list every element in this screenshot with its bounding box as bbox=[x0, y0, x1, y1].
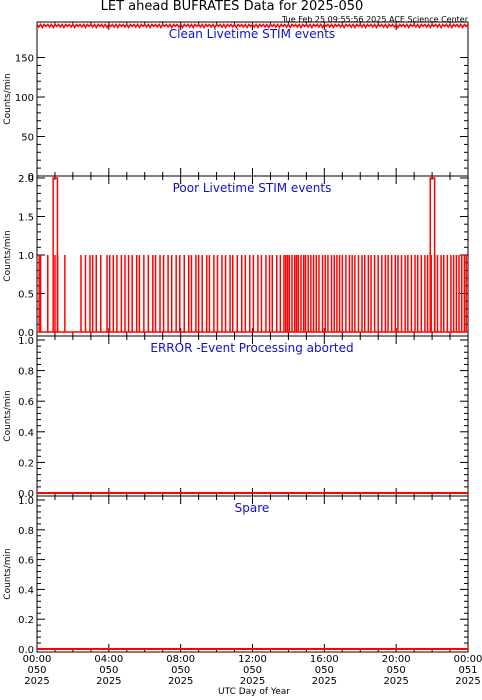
panel-title: Poor Livetime STIM events bbox=[173, 181, 332, 195]
y-tick-label: 0.4 bbox=[18, 428, 34, 439]
x-tick-label: 050 bbox=[315, 665, 334, 676]
y-tick-label: 50 bbox=[21, 133, 34, 144]
chart-title: LET ahead BUFRATES Data for 2025-050 bbox=[101, 0, 364, 14]
x-tick-label: 2025 bbox=[24, 676, 49, 687]
panel-frame bbox=[36, 495, 469, 653]
x-tick-label: 00:00 bbox=[23, 654, 52, 665]
y-axis-label: Counts/min bbox=[3, 390, 13, 441]
y-axis-label: Counts/min bbox=[3, 73, 13, 124]
y-tick-label: 0.5 bbox=[18, 290, 34, 301]
x-tick-label: 2025 bbox=[383, 676, 408, 687]
timestamp: Tue Feb 25 09:55:56 2025 ACE Science Cen… bbox=[281, 15, 469, 24]
y-tick-label: 0.0 bbox=[18, 645, 34, 656]
data-series bbox=[36, 23, 469, 29]
y-tick-label: 1.0 bbox=[18, 251, 34, 262]
x-tick-label: 2025 bbox=[96, 676, 121, 687]
x-tick-label: 050 bbox=[27, 665, 46, 676]
panel-title: Clean Livetime STIM events bbox=[169, 27, 335, 41]
y-tick-label: 100 bbox=[15, 93, 34, 104]
x-tick-label: 051 bbox=[458, 665, 477, 676]
x-tick-label: 050 bbox=[171, 665, 190, 676]
x-tick-labels: 00:00050202504:00050202508:00050202512:0… bbox=[23, 654, 482, 687]
panel-title: ERROR -Event Processing aborted bbox=[150, 341, 353, 355]
y-axis-label: Counts/min bbox=[3, 230, 13, 281]
y-tick-label: 150 bbox=[15, 54, 34, 65]
panel-title: Spare bbox=[235, 501, 270, 515]
y-tick-label: 0.2 bbox=[18, 615, 34, 626]
x-tick-label: 2025 bbox=[312, 676, 337, 687]
x-tick-label: 050 bbox=[99, 665, 118, 676]
spike-2 bbox=[429, 177, 436, 332]
y-tick-label: 0.6 bbox=[18, 556, 34, 567]
y-tick-label: 0.8 bbox=[18, 526, 34, 537]
y-tick-label: 0.2 bbox=[18, 458, 34, 469]
panel-4: 0.0 0.2 0.4 0.6 0.8 1.0 Counts/min Spare bbox=[3, 495, 469, 656]
x-tick-label: 04:00 bbox=[94, 654, 123, 665]
y-tick-label: 1.0 bbox=[18, 496, 34, 507]
y-axis-label: Counts/min bbox=[3, 548, 13, 599]
panel-frame bbox=[36, 21, 469, 177]
y-tick-label: 1.0 bbox=[18, 336, 34, 347]
y-tick-label: 0.6 bbox=[18, 397, 34, 408]
panel-2: 0.0 0.5 1.0 1.5 2.0 Counts/min Poor Livetime S… bbox=[3, 174, 469, 339]
y-tick-label: 0.0 bbox=[18, 328, 34, 339]
x-tick-label: 16:00 bbox=[310, 654, 339, 665]
data-series bbox=[37, 177, 468, 333]
y-tick-label: 0.0 bbox=[18, 489, 34, 500]
y-tick-label: 0.4 bbox=[18, 585, 34, 596]
x-tick-label: 00:00 bbox=[454, 654, 482, 665]
x-tick-label: 12:00 bbox=[238, 654, 267, 665]
y-tick-label: 0 bbox=[28, 172, 34, 183]
y-tick-label: 2.0 bbox=[18, 174, 34, 185]
panel-frame bbox=[36, 335, 469, 497]
y-tick-label: 1.5 bbox=[18, 213, 34, 224]
series-line bbox=[36, 23, 469, 29]
x-tick-label: 2025 bbox=[168, 676, 193, 687]
x-tick-label: 20:00 bbox=[382, 654, 411, 665]
x-tick-label: 050 bbox=[243, 665, 262, 676]
spike-2 bbox=[52, 177, 59, 332]
y-tick-label: 0.8 bbox=[18, 367, 34, 378]
x-axis-label: UTC Day of Year bbox=[218, 687, 290, 697]
panel-3: 0.0 0.2 0.4 0.6 0.8 1.0 Counts/min ERROR -Event… bbox=[3, 335, 469, 500]
x-tick-label: 050 bbox=[387, 665, 406, 676]
x-tick-label: 2025 bbox=[240, 676, 265, 687]
panel-frame bbox=[36, 175, 469, 337]
x-tick-label: 08:00 bbox=[166, 654, 195, 665]
x-tick-label: 2025 bbox=[455, 676, 480, 687]
